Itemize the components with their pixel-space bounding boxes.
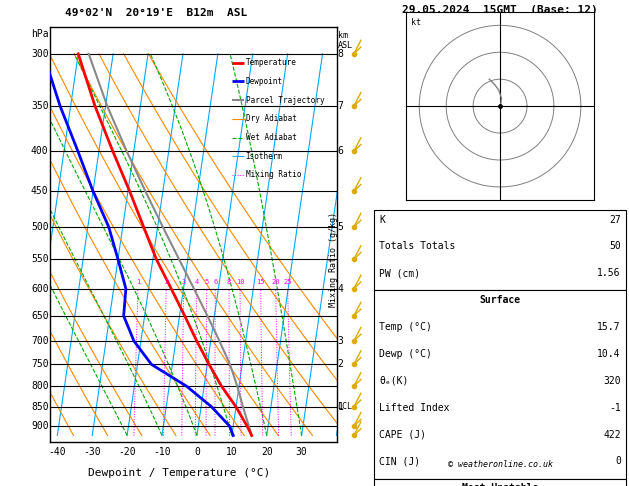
- Text: CAPE (J): CAPE (J): [379, 430, 426, 439]
- Text: ASL: ASL: [338, 41, 353, 51]
- Text: 7: 7: [338, 101, 343, 111]
- Text: 550: 550: [31, 254, 48, 264]
- Text: 850: 850: [31, 402, 48, 412]
- Text: 4: 4: [338, 284, 343, 294]
- Text: 5: 5: [204, 279, 209, 285]
- Text: Totals Totals: Totals Totals: [379, 242, 455, 251]
- Text: 10.4: 10.4: [598, 349, 621, 359]
- Text: Parcel Trajectory: Parcel Trajectory: [246, 96, 325, 104]
- Text: -10: -10: [153, 447, 171, 457]
- Text: 20: 20: [261, 447, 272, 457]
- Text: 10: 10: [226, 447, 238, 457]
- Text: 50: 50: [609, 242, 621, 251]
- Text: Dry Adiabat: Dry Adiabat: [246, 114, 297, 123]
- Text: 25: 25: [284, 279, 292, 285]
- Text: 4: 4: [194, 279, 199, 285]
- Text: 49°02'N  20°19'E  B12m  ASL: 49°02'N 20°19'E B12m ASL: [65, 8, 247, 17]
- Text: 450: 450: [31, 186, 48, 196]
- Text: 10: 10: [236, 279, 244, 285]
- Text: 2: 2: [338, 360, 343, 369]
- Text: -20: -20: [118, 447, 136, 457]
- Text: 8: 8: [338, 49, 343, 59]
- Text: 27: 27: [609, 215, 621, 225]
- Text: 750: 750: [31, 360, 48, 369]
- Text: -1: -1: [609, 403, 621, 413]
- Text: Dewpoint: Dewpoint: [246, 77, 283, 86]
- Text: 320: 320: [603, 376, 621, 386]
- Text: Mixing Ratio: Mixing Ratio: [246, 171, 301, 179]
- Text: 900: 900: [31, 421, 48, 431]
- Text: 600: 600: [31, 284, 48, 294]
- Text: km: km: [338, 31, 348, 40]
- Text: 6: 6: [338, 146, 343, 156]
- Text: hPa: hPa: [31, 29, 48, 38]
- Text: 15.7: 15.7: [598, 322, 621, 332]
- Text: Temperature: Temperature: [246, 58, 297, 67]
- Text: 1: 1: [338, 402, 343, 412]
- Text: 20: 20: [272, 279, 280, 285]
- Text: Most Unstable: Most Unstable: [462, 483, 538, 486]
- Text: 5: 5: [338, 222, 343, 232]
- Text: Mixing Ratio (g/kg): Mixing Ratio (g/kg): [328, 212, 338, 307]
- Text: PW (cm): PW (cm): [379, 268, 420, 278]
- Text: CIN (J): CIN (J): [379, 456, 420, 467]
- Text: 700: 700: [31, 336, 48, 346]
- Text: 0: 0: [194, 447, 200, 457]
- Text: Dewp (°C): Dewp (°C): [379, 349, 432, 359]
- Text: 6: 6: [213, 279, 218, 285]
- Bar: [374, 479, 626, 486]
- Text: 30: 30: [296, 447, 308, 457]
- Text: -40: -40: [48, 447, 66, 457]
- Text: Isotherm: Isotherm: [246, 152, 283, 161]
- Bar: [374, 210, 626, 291]
- Text: Surface: Surface: [479, 295, 521, 305]
- Text: 3: 3: [338, 336, 343, 346]
- Text: LCL: LCL: [338, 402, 353, 411]
- Text: 29.05.2024  15GMT  (Base: 12): 29.05.2024 15GMT (Base: 12): [402, 5, 598, 15]
- Text: Wet Adiabat: Wet Adiabat: [246, 133, 297, 142]
- Text: 0: 0: [615, 456, 621, 467]
- Text: 400: 400: [31, 146, 48, 156]
- Text: 2: 2: [164, 279, 169, 285]
- Text: 800: 800: [31, 382, 48, 391]
- Text: 650: 650: [31, 311, 48, 321]
- Text: 1.56: 1.56: [598, 268, 621, 278]
- Text: kt: kt: [411, 18, 421, 27]
- Text: K: K: [379, 215, 385, 225]
- Bar: [374, 291, 626, 479]
- Text: © weatheronline.co.uk: © weatheronline.co.uk: [448, 460, 552, 469]
- Text: -30: -30: [84, 447, 101, 457]
- Text: 300: 300: [31, 49, 48, 59]
- Text: 500: 500: [31, 222, 48, 232]
- Text: 422: 422: [603, 430, 621, 439]
- Text: 3: 3: [182, 279, 186, 285]
- Text: Temp (°C): Temp (°C): [379, 322, 432, 332]
- Text: 1: 1: [136, 279, 140, 285]
- Text: θₑ(K): θₑ(K): [379, 376, 409, 386]
- Text: 8: 8: [227, 279, 231, 285]
- Text: Dewpoint / Temperature (°C): Dewpoint / Temperature (°C): [88, 468, 270, 478]
- Text: 350: 350: [31, 101, 48, 111]
- Text: Lifted Index: Lifted Index: [379, 403, 450, 413]
- Text: 15: 15: [257, 279, 265, 285]
